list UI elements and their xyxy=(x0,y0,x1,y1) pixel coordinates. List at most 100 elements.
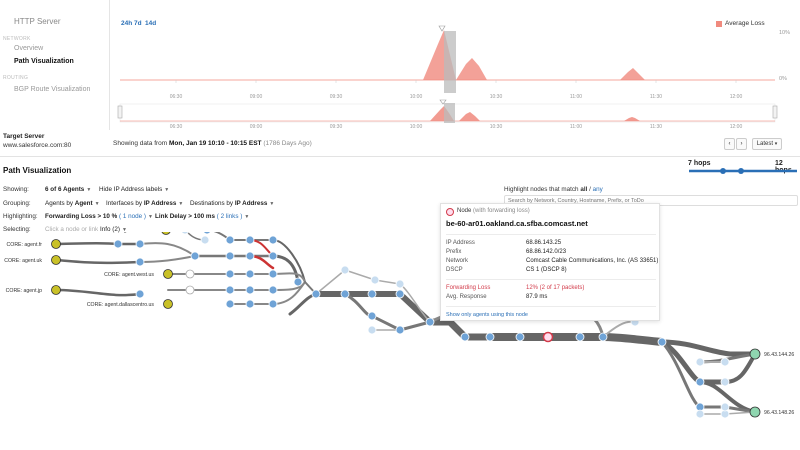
agent-label[interactable]: CORE: agent.jp xyxy=(6,288,42,294)
node-forwarding-loss[interactable] xyxy=(542,331,554,343)
hop-node-light[interactable] xyxy=(720,402,730,412)
hop-node[interactable] xyxy=(245,285,255,295)
show-agents-using-node-link[interactable]: Show only agents using this node xyxy=(446,312,528,318)
hop-node-light[interactable] xyxy=(181,232,189,235)
grouping-label: Grouping: xyxy=(3,200,31,207)
hop-node[interactable] xyxy=(225,285,235,295)
forwarding-loss-filter[interactable]: Forwarding Loss > 10 % ( 1 node ) ▼ xyxy=(45,213,153,220)
group-agents-selector[interactable]: Agents by Agent ▼ xyxy=(45,200,100,207)
hop-node[interactable] xyxy=(245,299,255,309)
hop-node[interactable] xyxy=(245,251,255,261)
hop-node[interactable] xyxy=(203,232,211,235)
hop-node-light[interactable] xyxy=(395,279,405,289)
hop-node[interactable] xyxy=(135,239,145,249)
agent-label[interactable]: CORE: agent.east.us xyxy=(103,232,152,234)
path-graph[interactable]: CORE: agent.fr CORE: agent.uk CORE: agent.… xyxy=(0,232,800,450)
range-7d[interactable]: 7d xyxy=(134,20,142,27)
highlight-any-option[interactable]: any xyxy=(592,186,603,193)
agent-label[interactable]: CORE: agent.uk xyxy=(4,258,42,264)
hop-node[interactable] xyxy=(425,317,435,327)
hop-node[interactable] xyxy=(225,269,235,279)
hop-node[interactable] xyxy=(695,377,705,387)
hop-node[interactable] xyxy=(268,299,278,309)
group-interfaces-selector[interactable]: Interfaces by IP Address ▼ xyxy=(106,200,184,207)
agents-selector[interactable]: 6 of 6 Agents ▼ xyxy=(45,186,92,193)
destination-node[interactable] xyxy=(749,348,761,360)
hop-node[interactable] xyxy=(515,332,525,342)
agent-node[interactable] xyxy=(51,239,61,249)
nav-bgp-route-visualization[interactable]: BGP Route Visualization xyxy=(14,86,91,93)
destination-label[interactable]: 96.43.144.26 xyxy=(764,352,794,358)
hop-node[interactable] xyxy=(460,332,470,342)
timeline-chart[interactable]: 06:30 09:00 09:30 10:00 10:30 11:00 11:30 12:00… xyxy=(0,0,800,132)
hop-node[interactable] xyxy=(395,325,405,335)
hops-slider[interactable] xyxy=(686,166,800,176)
hop-node[interactable] xyxy=(135,257,145,267)
hop-node[interactable] xyxy=(113,239,123,249)
hop-node[interactable] xyxy=(225,251,235,261)
latest-button[interactable]: Latest ▾ xyxy=(752,138,782,150)
agent-node[interactable] xyxy=(163,269,173,279)
hop-node-light[interactable] xyxy=(720,377,730,387)
nav-path-visualization[interactable]: Path Visualization xyxy=(14,58,74,65)
hide-ip-labels-toggle[interactable]: Hide IP Address labels ▼ xyxy=(99,186,170,193)
range-14d[interactable]: 14d xyxy=(145,20,157,27)
next-button[interactable]: › xyxy=(736,138,747,150)
hop-node[interactable] xyxy=(135,289,145,299)
group-destinations-selector[interactable]: Destinations by IP Address ▼ xyxy=(190,200,275,207)
prev-button[interactable]: ‹ xyxy=(724,138,735,150)
hop-node[interactable] xyxy=(485,332,495,342)
hop-node[interactable] xyxy=(367,289,377,299)
hop-node[interactable] xyxy=(268,235,278,245)
destination-node[interactable] xyxy=(749,406,761,418)
tooltip-ip-label: IP Address xyxy=(446,240,475,246)
hop-node[interactable] xyxy=(225,299,235,309)
hop-node[interactable] xyxy=(575,332,585,342)
hop-node-hollow[interactable] xyxy=(185,269,195,279)
time-selection xyxy=(444,31,456,93)
hop-node[interactable] xyxy=(245,269,255,279)
nav-overview[interactable]: Overview xyxy=(14,45,44,52)
hop-node[interactable] xyxy=(395,289,405,299)
tooltip-fwd-loss-label: Forwarding Loss xyxy=(446,285,491,291)
hop-node[interactable] xyxy=(268,285,278,295)
brush-handle-right xyxy=(772,105,778,119)
hop-node-hollow[interactable] xyxy=(185,285,195,295)
tooltip-node-label: Node (with forwarding loss) xyxy=(457,208,530,214)
section-routing: ROUTING xyxy=(3,75,29,81)
info-selector[interactable]: Info (2) ▼ xyxy=(100,226,127,233)
agent-node[interactable] xyxy=(51,285,61,295)
time-tick-label: 06:30 xyxy=(170,94,183,100)
hop-node-light[interactable] xyxy=(695,409,705,419)
hop-node[interactable] xyxy=(225,235,235,245)
hop-node-light[interactable] xyxy=(340,265,350,275)
hop-node[interactable] xyxy=(340,289,350,299)
hop-node[interactable] xyxy=(293,277,303,287)
hop-node[interactable] xyxy=(367,311,377,321)
hop-node[interactable] xyxy=(311,289,321,299)
hop-node-light[interactable] xyxy=(370,275,380,285)
agent-node[interactable] xyxy=(163,299,173,309)
agent-label[interactable]: CORE: agent.west.us xyxy=(104,272,154,278)
hop-node[interactable] xyxy=(268,251,278,261)
agent-node[interactable] xyxy=(161,232,171,235)
highlight-all-option[interactable]: all xyxy=(580,186,588,193)
tooltip-prefix-label: Prefix xyxy=(446,249,462,255)
agent-label[interactable]: CORE: agent.fr xyxy=(7,242,43,248)
link-delay-filter[interactable]: Link Delay > 100 ms ( 2 links ) ▼ xyxy=(155,213,250,220)
hop-node-light[interactable] xyxy=(695,357,705,367)
hop-node[interactable] xyxy=(657,337,667,347)
hop-node[interactable] xyxy=(245,235,255,245)
hop-node[interactable] xyxy=(268,269,278,279)
hop-node-light[interactable] xyxy=(200,235,210,245)
hop-node[interactable] xyxy=(190,251,200,261)
hop-node-light[interactable] xyxy=(720,357,730,367)
tooltip-divider xyxy=(446,306,656,307)
hop-node-light[interactable] xyxy=(367,325,377,335)
path-links xyxy=(54,232,758,415)
hop-node[interactable] xyxy=(598,332,608,342)
agent-node[interactable] xyxy=(51,255,61,265)
destination-label[interactable]: 96.43.148.26 xyxy=(764,410,794,416)
range-24h[interactable]: 24h xyxy=(121,20,133,27)
agent-label[interactable]: CORE: agent.dallascentro.us xyxy=(87,302,155,308)
